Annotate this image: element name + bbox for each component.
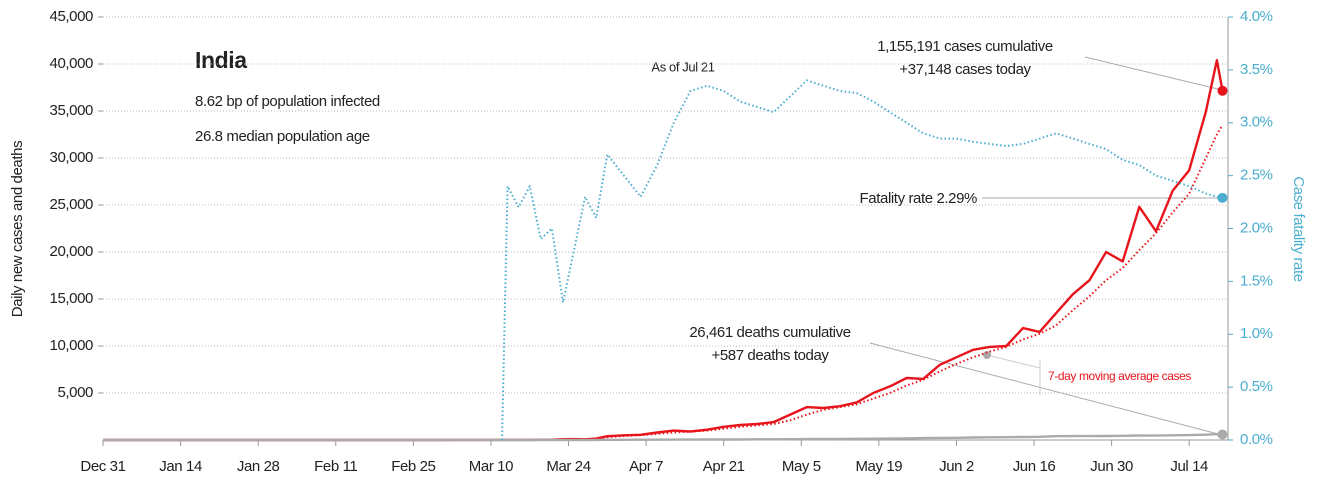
x-tick-label: May 5: [782, 458, 821, 475]
annotation: 26,461 deaths cumulative: [689, 324, 850, 341]
leader-line: [869, 342, 1223, 436]
y2-tick-label: 3.0%: [1240, 114, 1273, 131]
y-tick-label: 10,000: [50, 337, 94, 354]
y2-axis-title: Case fatality rate: [1290, 176, 1307, 281]
end-point: [1217, 192, 1228, 203]
y-tick-label: 35,000: [50, 102, 94, 119]
annotation: 1,155,191 cases cumulative: [877, 38, 1053, 55]
y2-tick-label: 1.0%: [1240, 325, 1273, 342]
x-tick-label: Feb 11: [314, 458, 357, 475]
end-point: [1217, 429, 1228, 440]
y2-tick-label: 2.0%: [1240, 219, 1273, 236]
x-tick-label: Dec 31: [80, 458, 125, 475]
annotation: +37,148 cases today: [899, 61, 1031, 78]
chart-title: India: [195, 47, 247, 73]
x-tick-label: Apr 21: [703, 458, 745, 475]
annotation-dot: [983, 351, 991, 359]
x-tick-label: Apr 7: [629, 458, 663, 475]
subtitle: 8.62 bp of population infected: [195, 93, 380, 110]
leader-line: [1084, 56, 1223, 91]
x-tick-label: Jan 28: [237, 458, 280, 475]
x-tick-label: Jan 14: [159, 458, 202, 475]
end-point: [1217, 85, 1228, 96]
y-tick-label: 25,000: [50, 196, 94, 213]
leader-line: [986, 354, 1041, 369]
x-tick-label: Mar 10: [469, 458, 513, 475]
y-tick-label: 20,000: [50, 243, 94, 260]
y2-tick-label: 2.5%: [1240, 167, 1273, 184]
y-tick-label: 45,000: [50, 8, 94, 25]
y2-tick-label: 0.0%: [1240, 431, 1273, 448]
y2-tick-label: 3.5%: [1240, 61, 1273, 78]
y-tick-label: 40,000: [50, 55, 94, 72]
subtitle: 26.8 median population age: [195, 128, 370, 145]
y2-tick-label: 0.5%: [1240, 378, 1273, 395]
y-tick-label: 15,000: [50, 290, 94, 307]
x-tick-label: Jun 2: [939, 458, 974, 475]
annotation: +587 deaths today: [711, 347, 829, 364]
y-tick-label: 5,000: [57, 384, 93, 401]
annotation: Fatality rate 2.29%: [860, 190, 978, 207]
x-tick-label: May 19: [855, 458, 902, 475]
y-axis-title: Daily new cases and deaths: [9, 141, 26, 317]
y-tick-label: 30,000: [50, 149, 94, 166]
x-tick-label: Jun 30: [1090, 458, 1133, 475]
annotation: 7-day moving average cases: [1048, 369, 1191, 383]
series-line: [501, 79, 1223, 441]
annotation: As of Jul 21: [651, 59, 714, 74]
x-tick-label: Feb 25: [391, 458, 435, 475]
series-line: [103, 433, 1223, 442]
x-tick-label: Mar 24: [546, 458, 590, 475]
x-tick-label: Jun 16: [1013, 458, 1056, 475]
x-tick-label: Jul 14: [1170, 458, 1208, 475]
y2-tick-label: 4.0%: [1240, 8, 1273, 25]
y2-tick-label: 1.5%: [1240, 272, 1273, 289]
